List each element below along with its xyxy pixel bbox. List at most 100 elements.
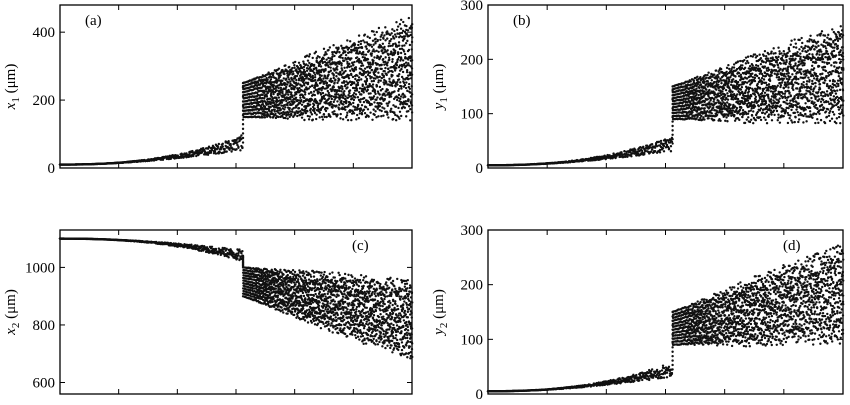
data-point <box>340 62 343 65</box>
data-point <box>710 112 713 115</box>
scatter-series <box>58 16 414 166</box>
data-point <box>402 81 406 85</box>
data-point <box>793 69 796 72</box>
data-point <box>207 145 211 148</box>
data-point <box>802 80 805 84</box>
data-point <box>342 80 346 83</box>
data-point <box>338 89 341 93</box>
data-point <box>798 60 801 63</box>
data-point <box>263 116 267 119</box>
data-point <box>410 26 414 30</box>
data-point <box>283 108 286 111</box>
data-point <box>316 84 319 87</box>
data-point <box>714 93 717 96</box>
data-point <box>299 96 302 99</box>
data-point <box>356 74 359 77</box>
data-point <box>270 76 273 79</box>
data-point <box>718 79 721 83</box>
data-point <box>280 101 284 104</box>
data-point <box>291 66 294 70</box>
data-point <box>241 100 245 103</box>
data-point <box>750 95 753 98</box>
data-point <box>221 145 224 148</box>
data-point <box>380 102 383 106</box>
data-point <box>346 86 349 89</box>
data-point <box>359 60 363 63</box>
data-point <box>786 121 790 125</box>
data-point <box>801 86 804 89</box>
data-point <box>309 107 313 111</box>
data-point <box>727 86 731 89</box>
data-point <box>739 105 743 109</box>
data-point <box>279 108 282 111</box>
data-point <box>759 69 763 72</box>
data-point <box>321 61 324 65</box>
data-point <box>241 132 245 135</box>
data-point <box>326 77 329 80</box>
data-point <box>785 99 789 102</box>
data-point <box>759 118 763 122</box>
data-point <box>336 100 339 103</box>
data-point <box>307 118 311 121</box>
data-point <box>738 118 741 122</box>
data-point <box>325 81 329 85</box>
data-point <box>355 87 359 91</box>
data-point <box>692 79 696 82</box>
data-point <box>807 76 810 79</box>
data-point <box>770 119 774 122</box>
data-point <box>793 120 796 124</box>
data-point <box>762 87 766 91</box>
data-point <box>354 77 357 81</box>
data-point <box>392 117 395 121</box>
data-point <box>754 98 758 102</box>
data-point <box>330 94 333 98</box>
data-point <box>784 67 787 70</box>
data-point <box>719 67 723 71</box>
data-point <box>319 108 323 112</box>
data-point <box>292 72 295 76</box>
data-point <box>726 120 729 123</box>
data-point <box>410 59 414 62</box>
data-point <box>760 76 764 80</box>
data-point <box>796 106 799 109</box>
data-point <box>804 113 807 116</box>
data-point <box>727 76 730 79</box>
data-point <box>778 121 782 124</box>
data-point <box>332 76 335 80</box>
data-point <box>738 108 742 112</box>
data-point <box>362 50 365 54</box>
data-point <box>397 93 401 97</box>
data-point <box>376 96 379 99</box>
data-point <box>757 105 761 108</box>
data-point <box>740 66 744 70</box>
data-point <box>801 93 804 96</box>
data-point <box>348 89 352 92</box>
data-point <box>354 66 358 69</box>
data-point <box>739 88 743 91</box>
data-point <box>639 146 642 149</box>
data-point <box>373 33 376 36</box>
data-point <box>344 53 348 57</box>
data-point <box>338 103 341 106</box>
data-point <box>402 37 406 41</box>
data-point <box>751 76 755 79</box>
data-point <box>410 73 414 76</box>
data-point <box>407 48 411 52</box>
data-point <box>804 102 807 105</box>
data-point <box>789 94 792 97</box>
data-point <box>329 66 332 69</box>
data-point <box>401 70 405 74</box>
data-point <box>344 83 347 87</box>
data-point <box>781 54 784 58</box>
data-point <box>812 77 816 80</box>
data-point <box>407 82 411 86</box>
data-point <box>713 98 716 101</box>
data-point <box>382 114 385 117</box>
data-point <box>386 61 389 64</box>
data-point <box>410 67 414 70</box>
data-point <box>405 24 408 28</box>
data-point <box>313 107 316 110</box>
data-point <box>725 66 729 70</box>
data-point <box>269 105 272 109</box>
data-point <box>776 58 779 62</box>
